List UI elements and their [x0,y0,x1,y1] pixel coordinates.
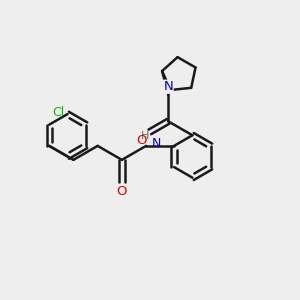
Text: Cl: Cl [53,106,65,119]
Text: N: N [163,80,173,93]
Text: O: O [136,134,146,147]
Text: N: N [163,80,173,93]
Text: O: O [117,185,127,198]
Text: N: N [152,137,161,150]
Text: H: H [140,130,149,141]
